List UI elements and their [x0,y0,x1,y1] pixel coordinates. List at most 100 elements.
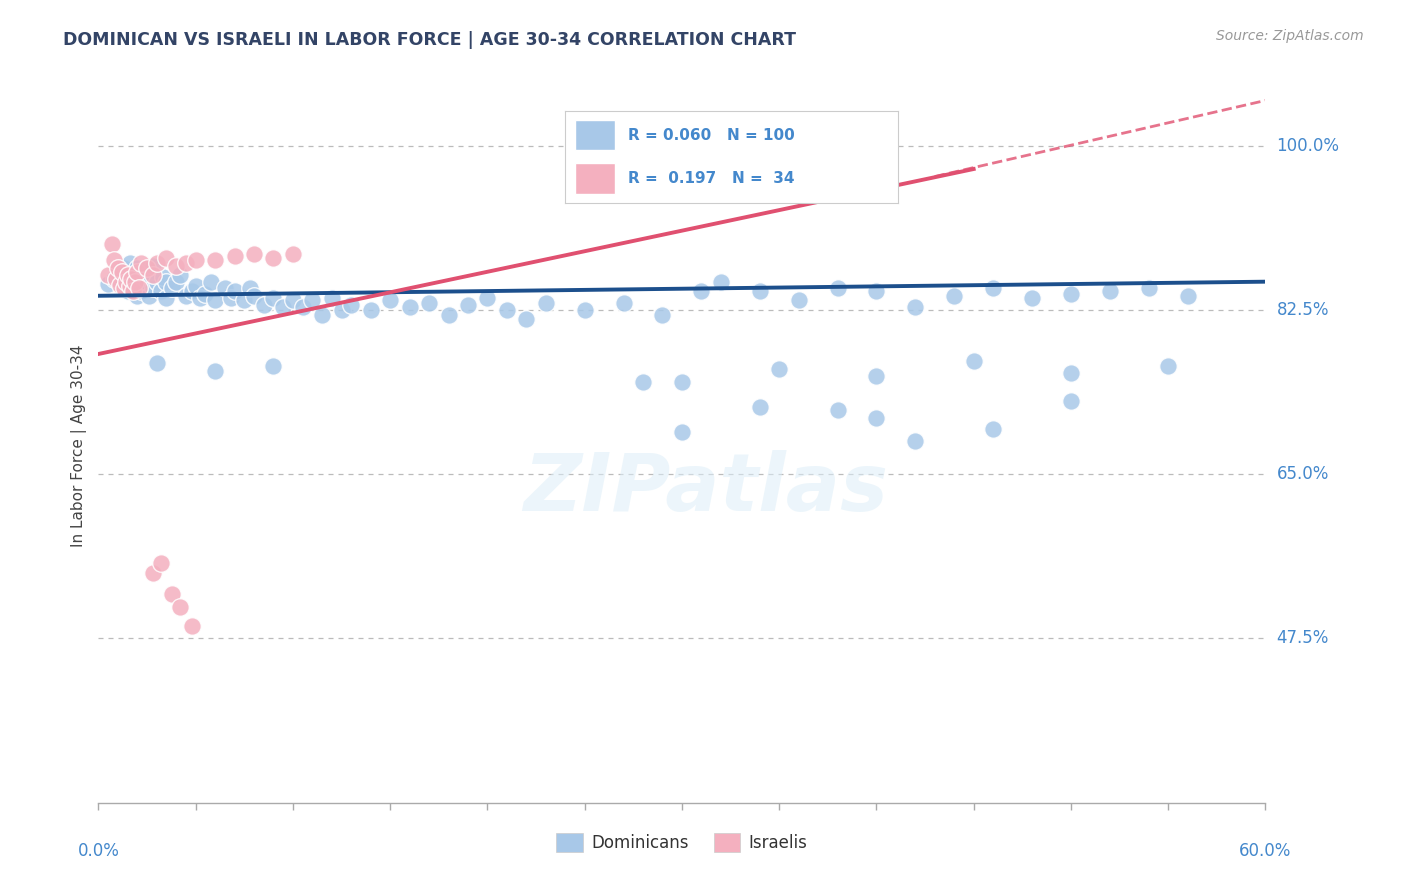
Point [243,289,266,303]
Point [112,281,135,295]
Point [136,275,159,289]
Point [122,281,145,295]
Point [1177,289,1199,303]
Point [128,272,150,286]
Point [477,291,499,305]
Point [146,256,169,270]
Point [174,256,197,270]
Point [114,275,136,289]
Point [122,267,145,281]
Point [184,279,207,293]
Point [748,284,770,298]
Text: 60.0%: 60.0% [1239,842,1292,860]
Point [155,275,177,289]
Point [127,260,149,275]
Point [142,281,165,295]
Point [184,253,207,268]
Point [457,298,479,312]
Point [768,362,790,376]
Legend: Dominicans, Israelis: Dominicans, Israelis [550,827,814,859]
Point [239,281,262,295]
Point [671,375,693,389]
Point [108,277,131,292]
Point [291,300,314,314]
Point [311,308,333,322]
Point [132,277,155,292]
Point [787,293,810,308]
Point [117,268,139,282]
Point [121,279,143,293]
Point [827,403,849,417]
Point [204,253,226,268]
Point [534,296,557,310]
Point [962,354,984,368]
Point [111,265,134,279]
Point [574,302,596,317]
Point [97,268,120,282]
Point [981,281,1004,295]
Point [1060,393,1083,408]
Point [1060,286,1083,301]
Point [146,356,169,370]
Point [360,302,382,317]
Point [117,270,139,285]
Point [224,249,246,263]
Point [122,284,145,298]
Text: 100.0%: 100.0% [1277,136,1340,154]
Point [118,279,141,293]
Point [111,265,134,279]
Point [515,312,537,326]
Point [651,308,673,322]
Text: 0.0%: 0.0% [77,842,120,860]
Point [180,284,202,298]
Point [107,260,129,275]
Point [152,270,174,285]
Point [107,268,129,282]
Point [200,275,222,289]
Point [169,600,191,615]
Point [1157,359,1180,374]
Point [101,237,124,252]
Point [142,566,165,580]
Point [149,284,172,298]
Point [340,298,363,312]
Text: 65.0%: 65.0% [1277,465,1329,483]
Point [865,284,887,298]
Point [262,291,284,305]
Point [97,277,120,291]
Point [146,275,169,289]
Point [380,293,402,308]
Point [1098,284,1121,298]
Point [827,281,849,295]
Text: ZIPatlas: ZIPatlas [523,450,887,528]
Point [398,300,420,314]
Point [631,375,654,389]
Point [114,275,136,289]
Point [981,422,1004,436]
Point [281,246,304,260]
Point [165,275,187,289]
Point [117,284,139,298]
Point [1060,366,1083,380]
Text: Source: ZipAtlas.com: Source: ZipAtlas.com [1216,29,1364,43]
Point [301,293,323,308]
Point [142,259,165,273]
Point [224,284,246,298]
Point [243,246,266,260]
Point [162,281,184,295]
Point [671,425,693,439]
Point [112,260,135,275]
Point [134,262,156,277]
Point [437,308,460,322]
Point [321,291,343,305]
Point [904,434,927,449]
Point [194,286,217,301]
Point [233,293,256,308]
Point [118,256,141,270]
Point [162,587,184,601]
Point [139,270,162,285]
Y-axis label: In Labor Force | Age 30-34: In Labor Force | Age 30-34 [72,344,87,548]
Point [271,300,294,314]
Point [129,256,152,270]
Point [124,275,146,289]
